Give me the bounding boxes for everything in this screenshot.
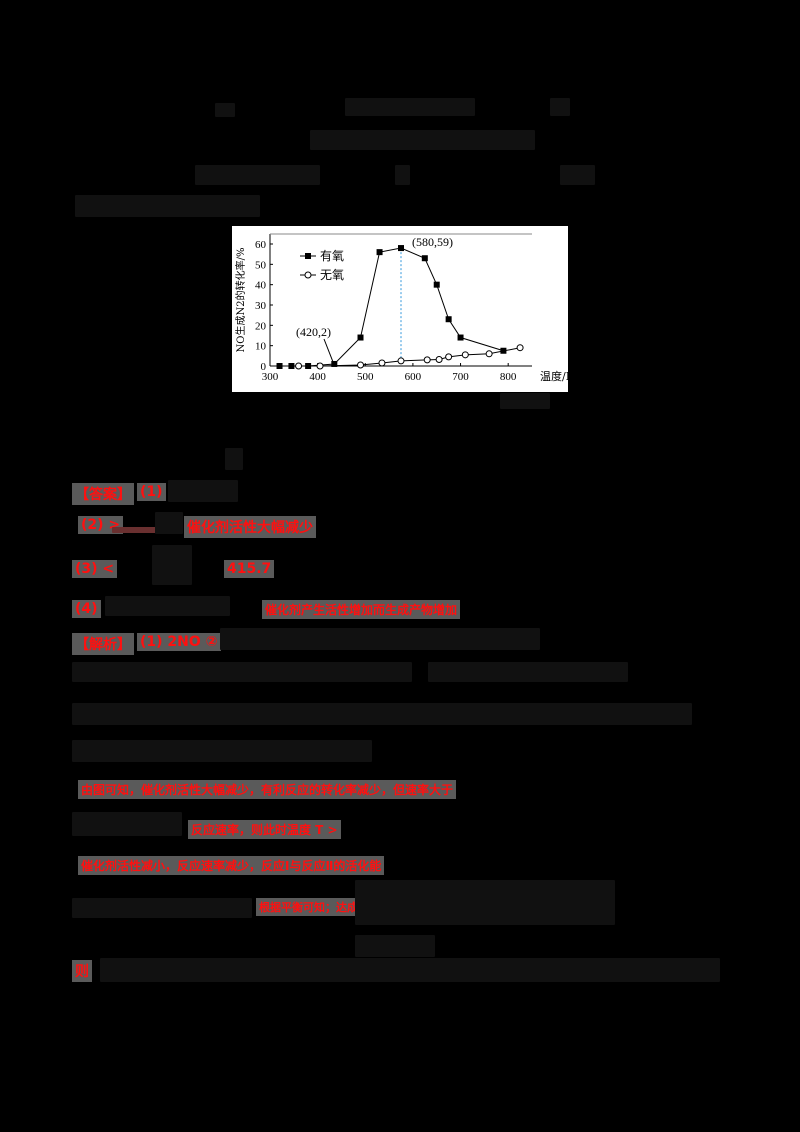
obscured-text <box>75 195 260 217</box>
obscured-fraction <box>355 935 435 957</box>
answer-item-4-text: 催化剂产生活性增加而生成产物增加 <box>262 600 461 619</box>
obscured-formula <box>105 596 230 616</box>
data-point <box>376 249 383 256</box>
conversion-chart: 0 10 20 30 40 50 60 300 400 500 600 700 800 温度/K NO生成N… <box>232 226 568 392</box>
x-tick-label: 500 <box>357 371 374 383</box>
obscured-text <box>560 165 595 185</box>
answer-item-3-value: 415.7 <box>224 560 275 578</box>
series-line <box>279 247 504 367</box>
y-tick-label: 10 <box>255 341 267 353</box>
y-tick-label: 60 <box>255 239 267 251</box>
analysis-line-2: 由图可知，催化剂活性大幅减少，有利反应的转化率减少，但速率大于 <box>78 780 457 799</box>
data-point <box>316 362 324 370</box>
x-tick-label: 400 <box>309 371 326 383</box>
answer-item-3-label: (3) < <box>72 560 118 578</box>
obscured-text <box>345 98 475 116</box>
annotation: (420,2) <box>296 325 331 339</box>
obscured-formula <box>168 480 238 502</box>
annotation: (580,59) <box>412 235 453 249</box>
obscured-text <box>550 98 570 116</box>
data-point <box>423 356 431 364</box>
data-point <box>445 316 452 323</box>
obscured-fraction <box>72 812 182 836</box>
obscured-text <box>225 448 243 470</box>
obscured-text <box>72 703 692 725</box>
answer-header: 【答案】 <box>72 483 134 505</box>
answer-item-2-label: (2) > <box>78 516 124 534</box>
y-tick-label: 40 <box>255 280 267 292</box>
obscured-text <box>310 130 535 150</box>
data-point <box>516 344 524 352</box>
data-point <box>397 357 405 365</box>
analysis-line-5: 则 <box>72 960 92 982</box>
answer-item-4-label: (4) <box>72 600 101 618</box>
legend-item: 有氧 <box>320 249 344 263</box>
y-tick-label: 0 <box>261 361 267 373</box>
data-point <box>276 363 283 369</box>
obscured-text <box>395 165 410 185</box>
data-point <box>357 334 364 341</box>
legend-item: 无氧 <box>320 268 344 282</box>
obscured-text <box>72 740 372 762</box>
obscured-text <box>215 103 235 117</box>
obscured-fraction <box>152 545 192 585</box>
obscured-text <box>195 165 320 185</box>
data-point <box>288 363 295 369</box>
x-tick-label: 600 <box>405 371 422 383</box>
obscured-fraction <box>355 880 615 925</box>
y-tick-label: 20 <box>255 320 267 332</box>
obscured-text <box>220 628 540 650</box>
chart-caption-obscured <box>500 393 550 409</box>
obscured-text <box>72 898 252 918</box>
chart-svg: 0 10 20 30 40 50 60 300 400 500 600 700 800 温度/K NO生成N… <box>234 233 568 383</box>
answer-item-2-text: 催化剂活性大幅减少 <box>184 516 316 538</box>
data-point <box>435 355 443 363</box>
y-tick-label: 50 <box>255 259 267 271</box>
data-point <box>421 255 428 262</box>
x-tick-label: 800 <box>500 371 517 383</box>
analysis-line-2b: 反应速率，则此时温度 T > <box>188 820 341 839</box>
obscured-text <box>428 662 628 682</box>
x-axis-label: 温度/K <box>540 369 568 383</box>
analysis-first-label: (1) 2NO ② <box>137 633 221 651</box>
analysis-line-3: 催化剂活性减小，反应速率减少，反应Ⅰ与反应Ⅱ的活化能 <box>78 856 385 875</box>
data-point <box>461 351 469 359</box>
obscured-text <box>100 958 720 982</box>
x-tick-label: 700 <box>452 371 469 383</box>
y-tick-label: 30 <box>255 300 267 312</box>
y-axis-label: NO生成N2的转化率/% <box>234 248 247 353</box>
obscured-text <box>72 662 412 682</box>
data-point <box>331 360 338 367</box>
answer-item-1-label: (1) <box>137 483 166 501</box>
data-point <box>485 350 493 358</box>
x-tick-label: 300 <box>262 371 279 383</box>
data-point <box>378 359 386 367</box>
analysis-header: 【解析】 <box>72 633 134 655</box>
data-point <box>445 353 453 361</box>
data-point <box>295 362 303 370</box>
data-point <box>398 245 404 252</box>
obscured-formula <box>112 527 167 533</box>
data-point <box>457 334 464 341</box>
data-point <box>433 281 440 288</box>
obscured-formula <box>155 512 183 534</box>
data-point <box>357 361 365 369</box>
